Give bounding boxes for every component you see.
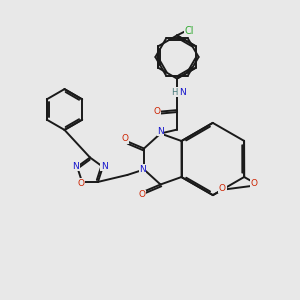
- Text: N: N: [72, 162, 79, 171]
- Text: Cl: Cl: [185, 26, 194, 36]
- Text: N: N: [139, 165, 146, 174]
- Text: N: N: [101, 162, 108, 171]
- Text: O: O: [138, 190, 146, 199]
- Text: O: O: [250, 179, 257, 188]
- Text: H: H: [171, 88, 178, 97]
- Text: O: O: [77, 179, 84, 188]
- Text: O: O: [219, 184, 226, 193]
- Text: N: N: [179, 88, 186, 97]
- Text: O: O: [122, 134, 129, 143]
- Text: N: N: [157, 127, 164, 136]
- Text: O: O: [153, 107, 161, 116]
